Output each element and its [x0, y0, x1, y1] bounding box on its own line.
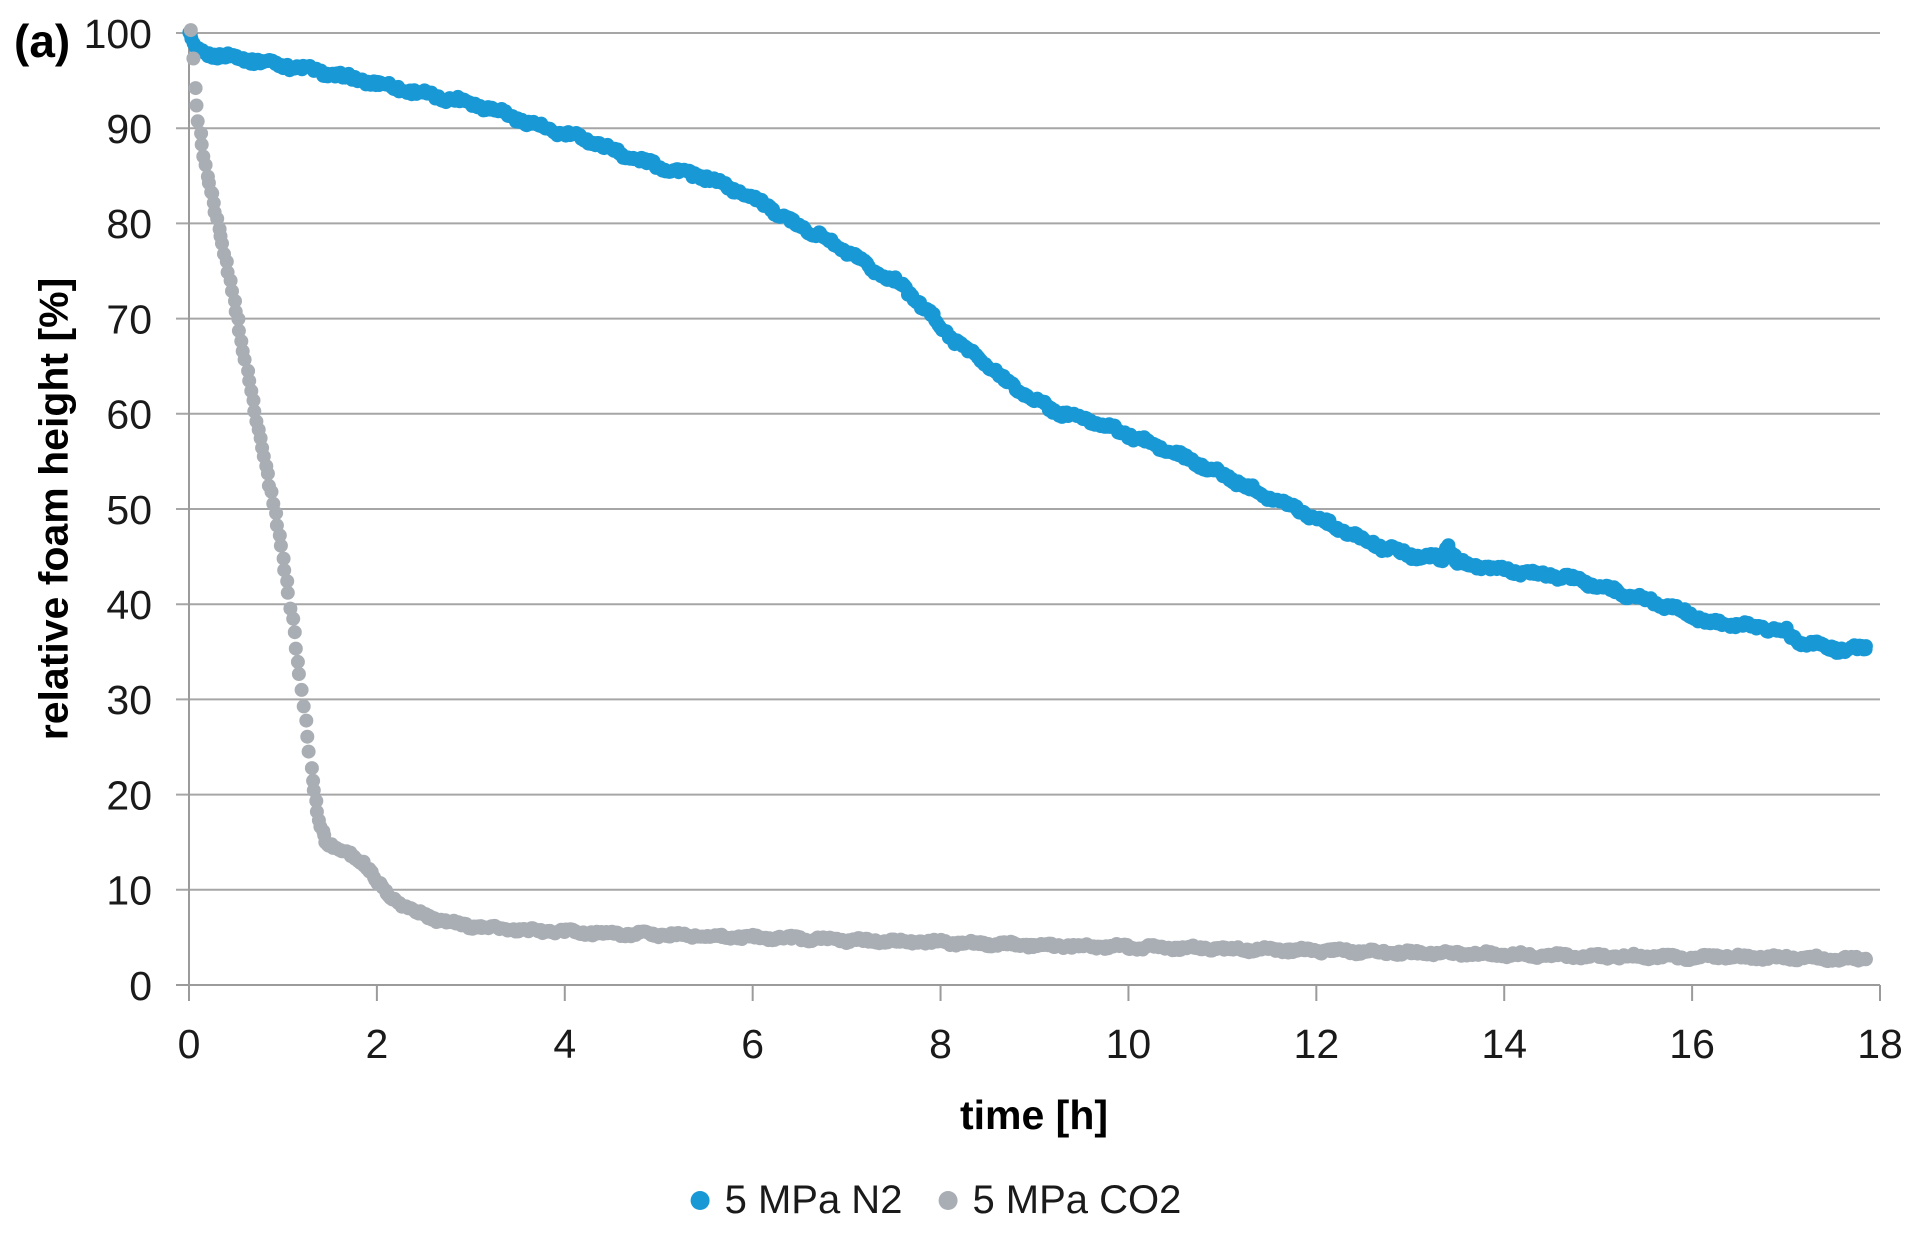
svg-text:10: 10: [1106, 1021, 1152, 1067]
y-axis-title: relative foam height [%]: [30, 277, 77, 741]
svg-text:8: 8: [929, 1021, 952, 1067]
svg-text:6: 6: [741, 1021, 764, 1067]
series-co2-dots: [183, 23, 1873, 969]
svg-text:20: 20: [106, 772, 152, 818]
x-axis-title: time [h]: [959, 1092, 1109, 1138]
svg-text:70: 70: [106, 296, 152, 342]
legend-item-co2: 5 MPa CO2: [938, 1178, 1181, 1223]
svg-text:16: 16: [1669, 1021, 1715, 1067]
svg-text:90: 90: [106, 106, 152, 152]
series-n2-dots: [182, 25, 1873, 660]
svg-text:30: 30: [106, 677, 152, 723]
svg-text:14: 14: [1481, 1021, 1527, 1067]
svg-text:0: 0: [129, 963, 152, 1009]
svg-text:40: 40: [106, 582, 152, 628]
legend: 5 MPa N2 5 MPa CO2: [690, 1178, 1181, 1223]
svg-text:12: 12: [1294, 1021, 1340, 1067]
svg-text:100: 100: [84, 11, 152, 57]
legend-marker-co2-icon: [938, 1191, 958, 1210]
axes: [176, 33, 1880, 1001]
svg-text:4: 4: [553, 1021, 576, 1067]
svg-text:50: 50: [106, 487, 152, 533]
panel-label: (a): [14, 15, 71, 67]
svg-text:0: 0: [178, 1021, 201, 1067]
x-tick-labels: 0 2 4 6 8 10 12 14 16 18: [178, 1021, 1903, 1067]
legend-label-co2: 5 MPa CO2: [972, 1178, 1182, 1222]
svg-text:18: 18: [1857, 1021, 1903, 1067]
svg-text:2: 2: [365, 1021, 388, 1067]
legend-marker-n2-icon: [690, 1191, 710, 1210]
svg-text:10: 10: [106, 868, 152, 914]
gridlines: [176, 32, 1880, 986]
svg-text:60: 60: [106, 392, 152, 438]
x-tick-marks: [188, 985, 1881, 1001]
legend-item-n2: 5 MPa N2: [690, 1178, 903, 1223]
svg-text:80: 80: [106, 201, 152, 247]
y-tick-labels: 0 10 20 30 40 50 60 70 80 90 100: [84, 11, 152, 1009]
legend-label-n2: 5 MPa N2: [724, 1178, 903, 1222]
